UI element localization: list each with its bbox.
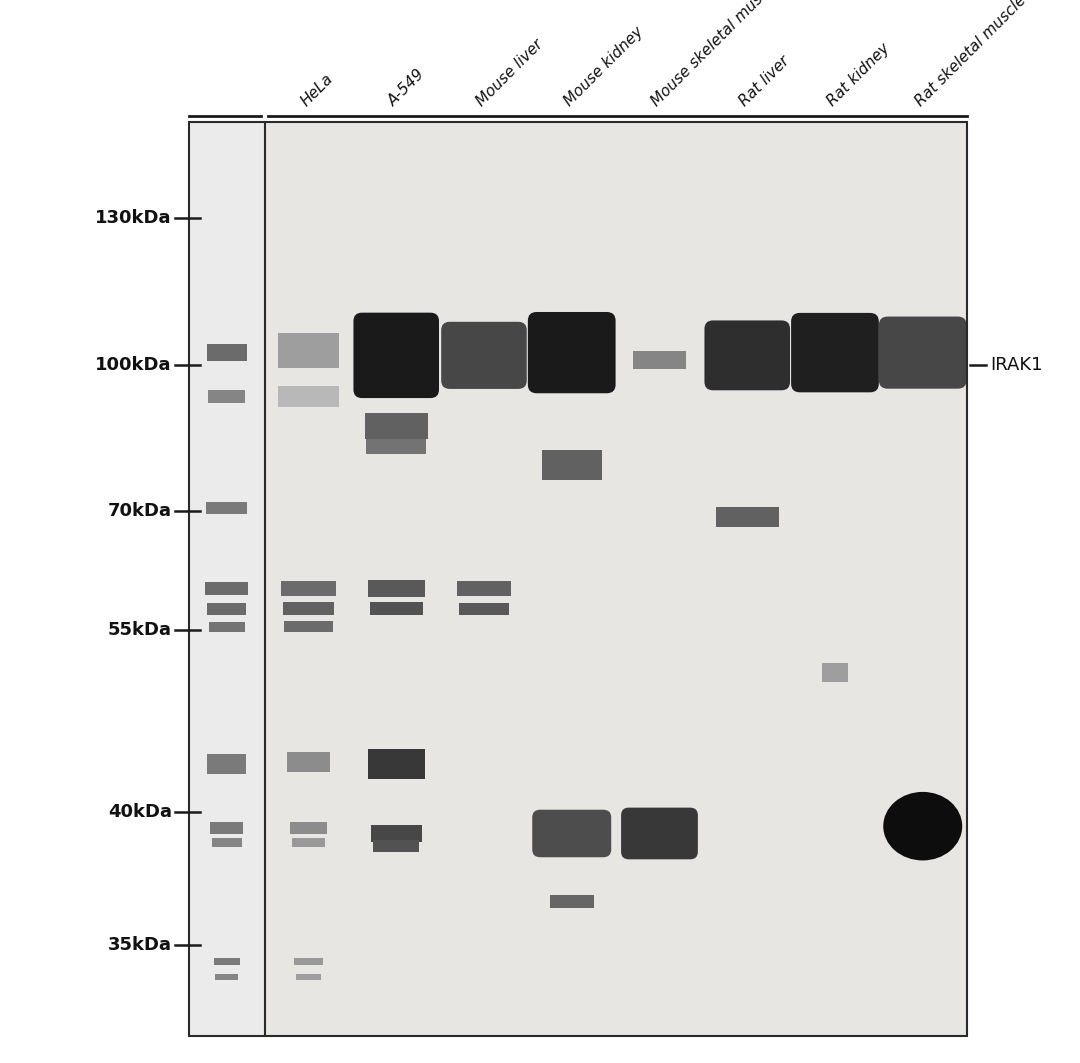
Bar [265,122,967,1036]
Bar [459,603,510,614]
Text: IRAK1: IRAK1 [990,355,1043,373]
Bar [367,580,424,596]
FancyBboxPatch shape [621,808,698,859]
FancyBboxPatch shape [532,810,611,857]
Bar [283,602,334,615]
Text: 100kDa: 100kDa [95,355,172,373]
FancyBboxPatch shape [704,320,789,390]
FancyBboxPatch shape [353,313,438,398]
Bar [365,412,428,439]
FancyBboxPatch shape [528,311,616,393]
Text: Mouse kidney: Mouse kidney [562,24,646,109]
Bar [633,351,686,369]
Bar [214,958,240,965]
Text: Rat kidney: Rat kidney [824,41,893,109]
Bar [374,841,419,853]
Bar [211,822,243,834]
Bar [207,603,246,614]
Bar [278,387,339,406]
Bar [716,507,779,527]
Bar [366,439,426,454]
Bar [367,749,424,778]
Bar [210,622,244,631]
Bar [189,122,265,1036]
FancyBboxPatch shape [442,322,527,389]
Text: Mouse liver: Mouse liver [473,37,545,109]
Bar [457,581,511,595]
Bar [207,754,246,774]
Text: Rat liver: Rat liver [737,53,793,109]
Bar [291,822,327,834]
Bar [296,974,321,980]
FancyBboxPatch shape [791,313,879,392]
Bar [189,122,967,1036]
Ellipse shape [883,792,962,860]
Bar [215,974,239,980]
Text: Rat skeletal muscle: Rat skeletal muscle [913,0,1028,109]
Bar [208,390,245,403]
Bar [822,663,848,681]
Bar [550,895,594,908]
Bar [295,958,323,965]
Bar [281,581,336,595]
Bar [292,838,325,847]
Bar [370,825,421,842]
Text: A-549: A-549 [386,67,428,109]
Bar [287,753,329,772]
Text: 55kDa: 55kDa [108,621,172,639]
FancyBboxPatch shape [879,317,967,389]
Text: Mouse skeletal muscle: Mouse skeletal muscle [649,0,782,109]
Bar [212,838,242,847]
Text: 70kDa: 70kDa [108,502,172,520]
Text: 40kDa: 40kDa [108,804,172,822]
Bar [284,622,333,632]
Text: 35kDa: 35kDa [108,937,172,954]
Bar [206,502,247,514]
Text: 130kDa: 130kDa [95,209,172,227]
Bar [205,581,248,595]
Bar [278,334,339,368]
Bar [542,451,602,479]
Text: HeLa: HeLa [298,71,336,109]
Bar [206,344,247,360]
Bar [369,602,422,615]
